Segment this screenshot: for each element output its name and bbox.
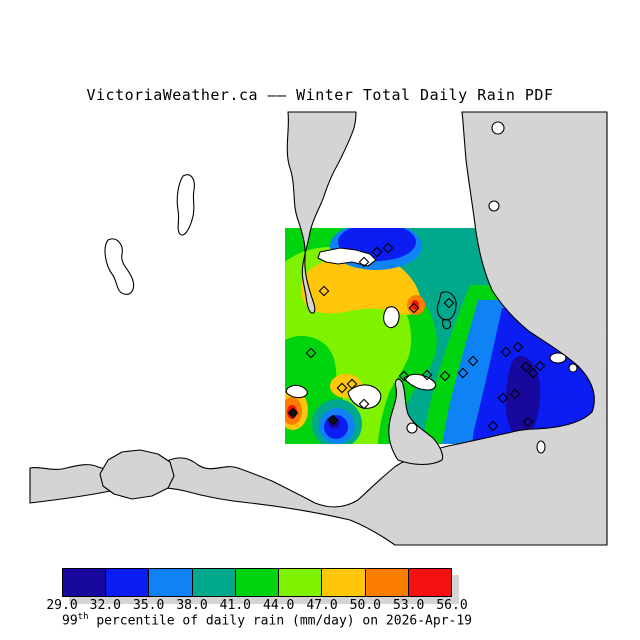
page-title: VictoriaWeather.ca –– Winter Total Daily…	[86, 86, 554, 104]
colorbar-segment-38	[192, 569, 236, 596]
station-markers	[287, 242, 546, 432]
outlined-lakes	[436, 291, 457, 330]
station-diamond	[457, 367, 469, 379]
colorbar-tick-44.0: 44.0	[263, 598, 295, 613]
station-diamond	[287, 407, 299, 419]
water-group	[29, 111, 608, 546]
colorbar-segment-53	[408, 569, 451, 596]
station-diamond	[520, 361, 532, 373]
brentwood-land-tongue	[317, 247, 377, 267]
saanich-inlet-water	[286, 111, 357, 314]
station-diamond	[408, 302, 420, 314]
colorbar-segment-29	[63, 569, 107, 596]
station-diamond	[336, 382, 348, 394]
colorbar-segment-35	[149, 569, 193, 596]
caption-prefix: 99	[62, 613, 78, 629]
colorbar-tick-53.0: 53.0	[393, 598, 425, 613]
station-diamond	[398, 370, 410, 382]
station-diamond	[467, 355, 479, 367]
station-diamond	[509, 388, 521, 400]
caption-superscript: th	[77, 612, 89, 622]
station-diamond	[358, 398, 370, 410]
colorbar-caption: 99th percentile of daily rain (mm/day) o…	[62, 612, 472, 629]
station-diamond	[346, 378, 358, 390]
station-diamond	[443, 297, 455, 309]
colorbar-tick-47.0: 47.0	[306, 598, 338, 613]
prospect-lake	[383, 306, 400, 329]
station-diamond	[487, 420, 499, 432]
station-diamond	[534, 360, 546, 372]
north-islet	[491, 121, 505, 135]
colorbar-tick-56.0: 56.0	[436, 598, 468, 613]
colorbar-segment-41	[235, 569, 280, 596]
colorbar-segment-44	[279, 569, 323, 596]
colorbar-segment-50	[365, 569, 409, 596]
station-diamond	[371, 246, 383, 258]
station-diamond	[522, 416, 534, 428]
esquimalt-harbour-water	[388, 378, 444, 466]
thetis-lake	[285, 384, 308, 399]
chatham-islet	[568, 363, 578, 373]
station-diamond	[439, 370, 451, 382]
sooke-basin-water	[99, 449, 175, 500]
station-diamond	[421, 369, 433, 381]
colorbar-segment-32	[106, 569, 150, 596]
station-diamond	[500, 346, 512, 358]
elk-lake	[436, 291, 457, 321]
colorbar-tick-50.0: 50.0	[349, 598, 381, 613]
colorbar-tick-labels: 29.0 32.0 35.0 38.0 41.0 44.0 47.0 50.0 53.0 56.0	[46, 598, 467, 613]
harbour-islet	[406, 422, 418, 434]
island-group	[104, 121, 578, 454]
trial-island	[536, 440, 546, 454]
shawnigan-lake	[176, 174, 195, 236]
colorbar	[62, 568, 452, 597]
colorbar-tick-41.0: 41.0	[219, 598, 251, 613]
colorbar-segment-47	[322, 569, 366, 596]
station-diamond	[358, 256, 370, 268]
contour-gold-blob	[300, 254, 421, 315]
colorbar-tick-29.0: 29.0	[46, 598, 78, 613]
colorbar-tick-32.0: 32.0	[89, 598, 121, 613]
station-diamond	[382, 242, 394, 254]
sidney-islet	[488, 200, 500, 212]
sooke-lake	[104, 238, 135, 295]
station-diamond	[305, 347, 317, 359]
station-diamond	[512, 341, 524, 353]
caption-rest: percentile of daily rain (mm/day) on 202…	[88, 613, 473, 629]
station-diamond	[318, 285, 330, 297]
station-diamond	[327, 414, 339, 426]
station-diamond	[527, 367, 539, 379]
colorbar-tick-35.0: 35.0	[133, 598, 165, 613]
colorbar-tick-38.0: 38.0	[176, 598, 208, 613]
beaver-lake	[442, 318, 452, 330]
view-royal-land-patch	[347, 384, 382, 409]
station-diamond	[497, 392, 509, 404]
discovery-island	[549, 352, 567, 364]
